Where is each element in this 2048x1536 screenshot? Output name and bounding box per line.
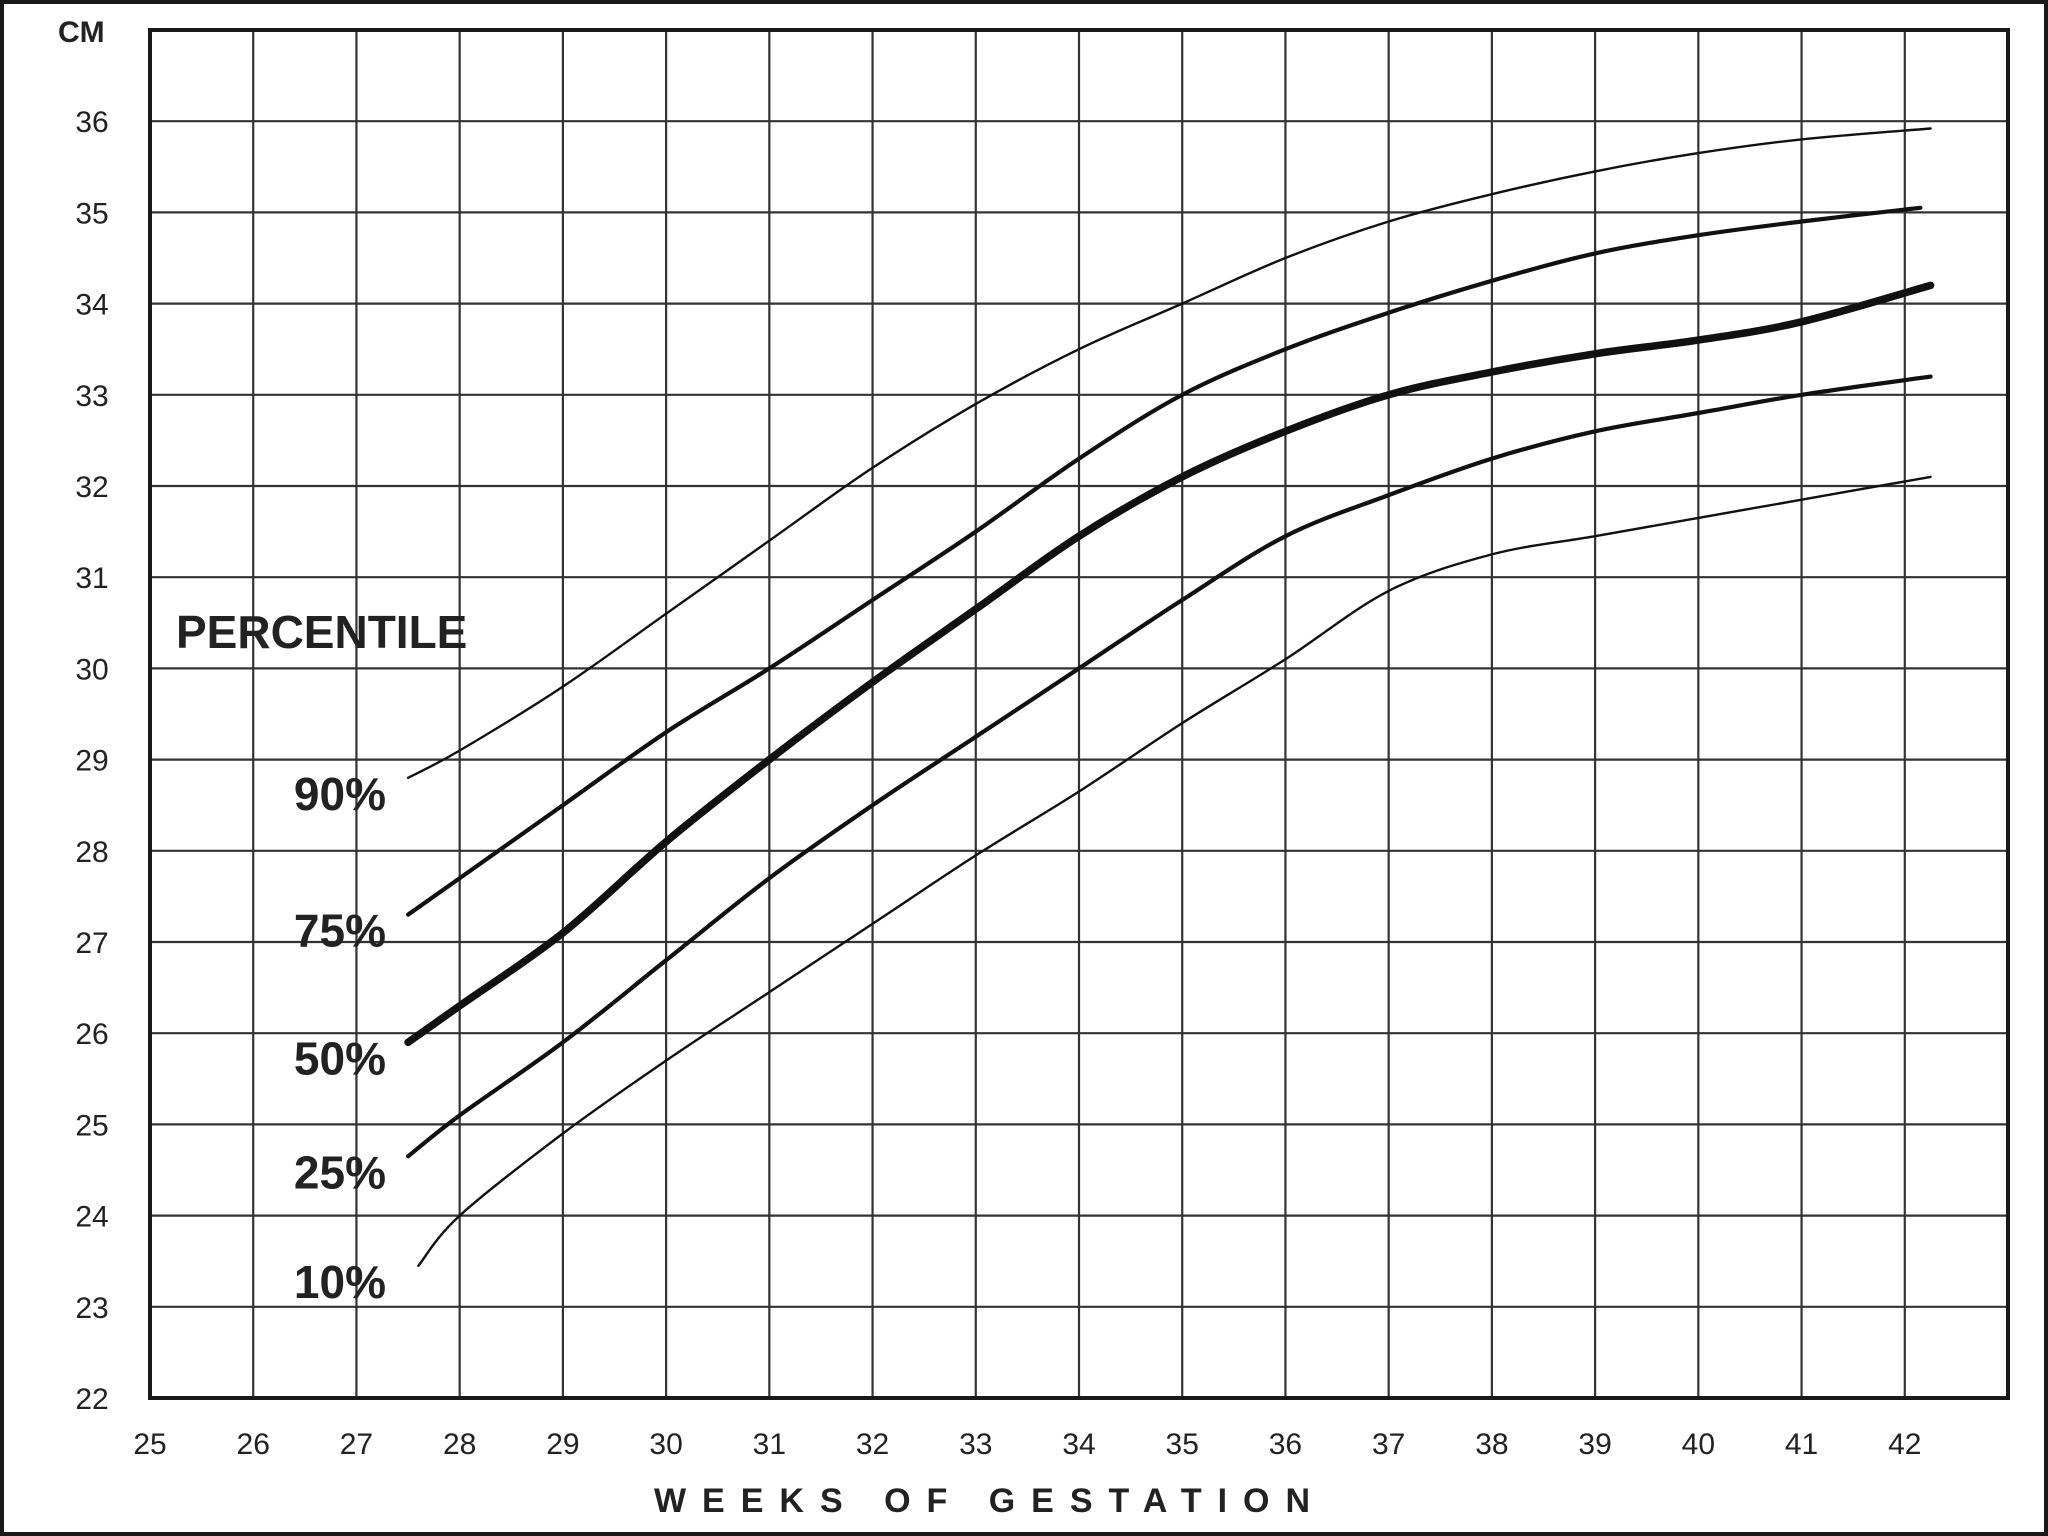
percentile-75-label: 75% <box>294 905 386 957</box>
y-tick-label-33: 33 <box>75 380 108 413</box>
percentile-curves <box>404 127 1935 1267</box>
x-tick-label-35: 35 <box>1166 1428 1199 1461</box>
x-tick-label-30: 30 <box>649 1428 682 1461</box>
grid-lines <box>148 30 2008 1400</box>
percentile-25-label: 25% <box>294 1146 386 1198</box>
x-tick-label-31: 31 <box>753 1428 786 1461</box>
x-tick-label-32: 32 <box>856 1428 889 1461</box>
x-tick-label-39: 39 <box>1578 1428 1611 1461</box>
x-tick-label-28: 28 <box>443 1428 476 1461</box>
x-tick-label-29: 29 <box>546 1428 579 1461</box>
y-tick-label-34: 34 <box>75 289 108 322</box>
percentile-25-curve <box>406 374 1933 1159</box>
percentile-50-curve <box>404 281 1935 1047</box>
y-tick-label-32: 32 <box>75 471 108 504</box>
x-tick-label-27: 27 <box>340 1428 373 1461</box>
y-tick-label-23: 23 <box>75 1292 108 1325</box>
percentile-90-curve <box>406 127 1932 779</box>
x-axis-title: WEEKS OF GESTATION <box>654 1482 1326 1520</box>
percentile-90-label: 90% <box>294 768 386 820</box>
percentile-50-label: 50% <box>294 1032 386 1084</box>
y-tick-label-36: 36 <box>75 106 108 139</box>
y-tick-label-31: 31 <box>75 562 108 595</box>
y-tick-label-28: 28 <box>75 836 108 869</box>
x-tick-label-25: 25 <box>133 1428 166 1461</box>
x-tick-label-36: 36 <box>1269 1428 1302 1461</box>
x-tick-label-40: 40 <box>1682 1428 1715 1461</box>
percentile-10-curve <box>417 475 1932 1267</box>
y-tick-label-22: 22 <box>75 1383 108 1416</box>
y-tick-label-26: 26 <box>75 1018 108 1051</box>
y-tick-label-25: 25 <box>75 1109 108 1142</box>
x-tick-label-34: 34 <box>1062 1428 1095 1461</box>
y-axis-unit-label: CM <box>58 16 105 49</box>
x-tick-label-41: 41 <box>1785 1428 1818 1461</box>
y-tick-label-27: 27 <box>75 927 108 960</box>
y-tick-label-35: 35 <box>75 197 108 230</box>
x-tick-label-42: 42 <box>1888 1428 1921 1461</box>
y-tick-label-24: 24 <box>75 1201 108 1234</box>
x-tick-label-33: 33 <box>959 1428 992 1461</box>
percentile-10-label: 10% <box>294 1256 386 1308</box>
series-labels: 90% 75% 50% 25% 10% <box>294 768 386 1308</box>
x-tick-label-38: 38 <box>1475 1428 1508 1461</box>
y-tick-label-29: 29 <box>75 745 108 778</box>
x-axis-ticks: 25 26 27 28 29 30 31 32 33 34 35 36 37 38 39 40 41 42 <box>133 1428 1921 1461</box>
x-tick-label-37: 37 <box>1372 1428 1405 1461</box>
plot-area-border <box>148 28 2010 1400</box>
x-tick-label-26: 26 <box>237 1428 270 1461</box>
y-tick-label-30: 30 <box>75 653 108 686</box>
percentile-75-curve <box>406 205 1923 917</box>
y-axis-ticks: 22 23 24 25 26 27 28 29 30 31 32 33 34 35 36 <box>75 106 108 1416</box>
legend-title: PERCENTILE <box>176 606 467 658</box>
